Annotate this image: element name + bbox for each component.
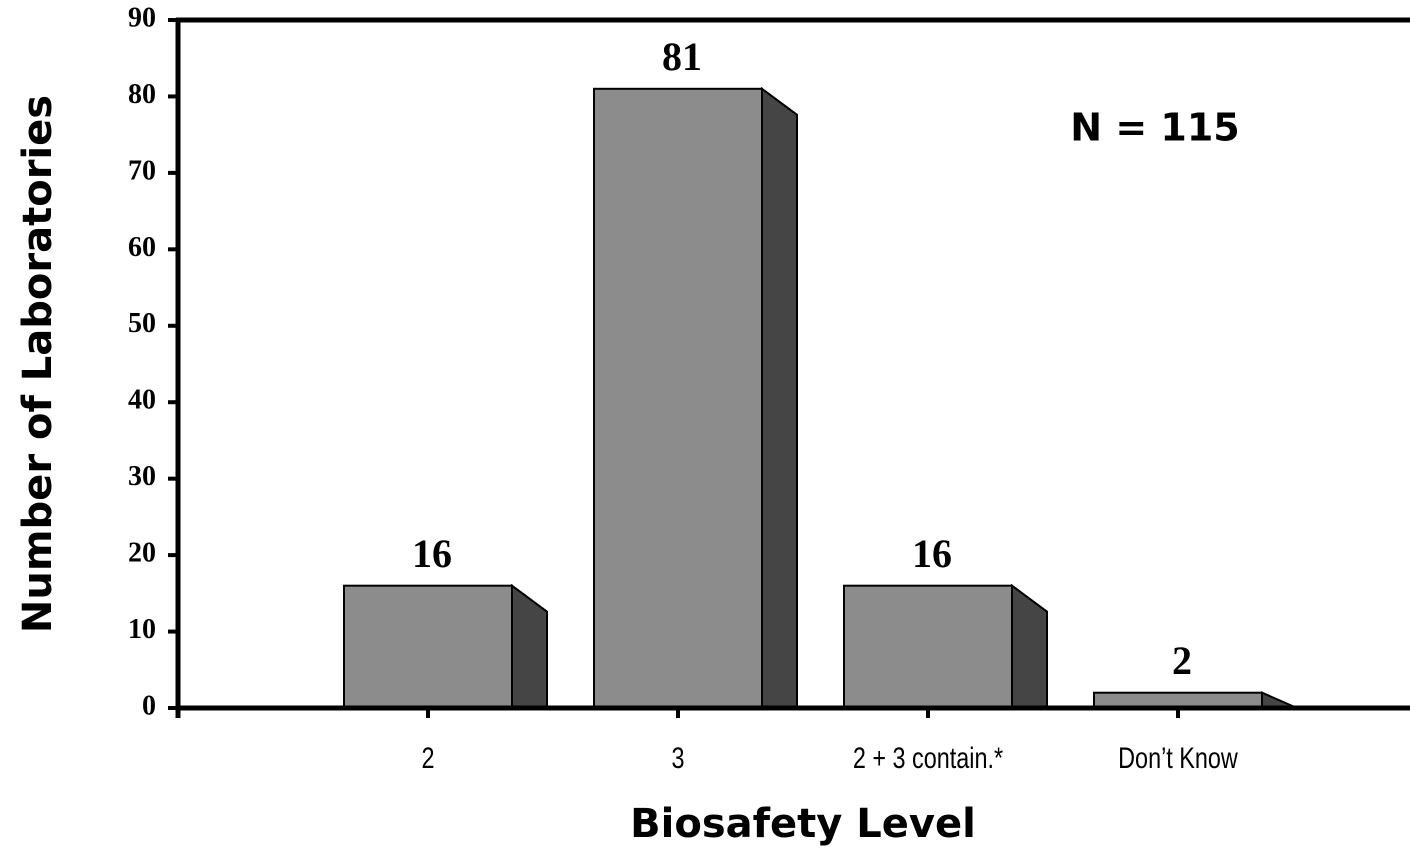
x-tick-label: 3 bbox=[671, 742, 684, 775]
y-tick-label: 80 bbox=[128, 79, 156, 110]
x-tick-label: Don’t Know bbox=[1118, 742, 1238, 775]
value-label: 2 bbox=[1172, 638, 1192, 683]
bar-side bbox=[1011, 583, 1048, 709]
value-label: 16 bbox=[912, 531, 952, 576]
value-label: 81 bbox=[662, 34, 702, 79]
y-tick-label: 10 bbox=[128, 614, 156, 645]
bar-side bbox=[761, 86, 798, 709]
x-tick-label: 2 bbox=[421, 742, 434, 775]
x-tick-label: 2 + 3 contain.* bbox=[853, 742, 1004, 775]
y-tick-label: 30 bbox=[128, 461, 156, 492]
bar-side bbox=[511, 583, 548, 709]
bar bbox=[593, 87, 763, 710]
bar bbox=[343, 584, 513, 710]
y-tick-label: 70 bbox=[128, 155, 156, 186]
y-tick-label: 20 bbox=[128, 538, 156, 569]
y-tick-label: 50 bbox=[128, 308, 156, 339]
y-tick-label: 0 bbox=[142, 690, 156, 721]
y-tick-label: 60 bbox=[128, 232, 156, 263]
bar bbox=[843, 584, 1013, 710]
y-tick-label: 90 bbox=[128, 2, 156, 33]
annotation: N = 115 bbox=[1070, 106, 1239, 150]
y-tick-label: 40 bbox=[128, 385, 156, 416]
y-axis-label: Number of Laboratories bbox=[15, 95, 61, 633]
value-label: 16 bbox=[412, 531, 452, 576]
x-axis-label: Biosafety Level bbox=[630, 801, 976, 847]
